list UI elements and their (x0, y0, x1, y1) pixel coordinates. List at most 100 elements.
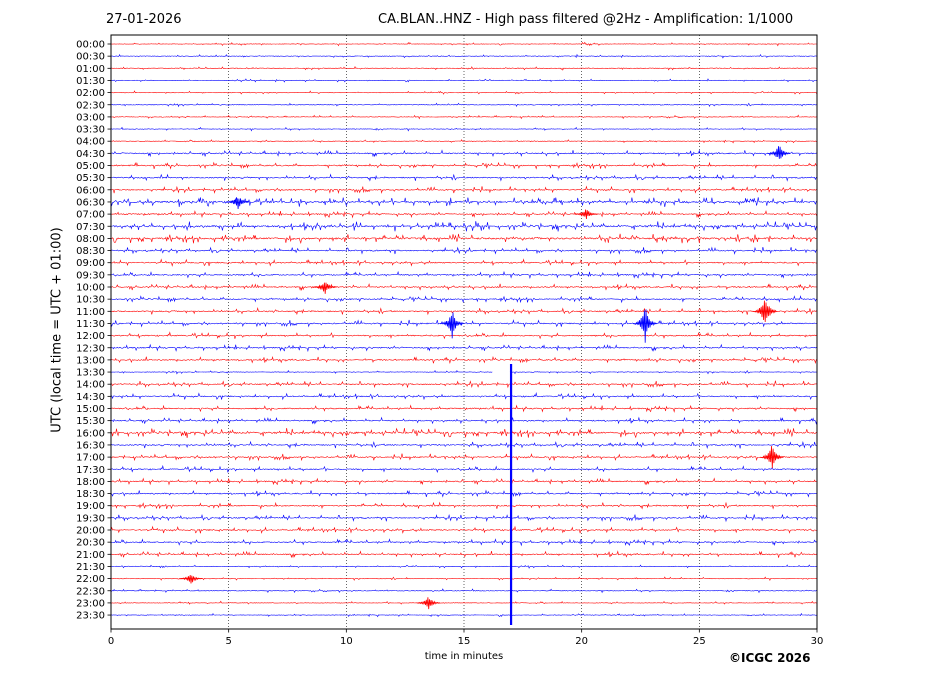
trace-0900 (110, 258, 818, 267)
trace-0130 (110, 78, 817, 83)
event-burst (574, 209, 598, 220)
y-tick-label: 12:00 (76, 331, 105, 342)
trace-1430 (110, 392, 818, 401)
trace-1600 (110, 427, 818, 439)
trace-2230 (110, 588, 818, 594)
y-tick-label: 08:00 (76, 234, 105, 245)
trace-0100 (110, 65, 818, 71)
trace-0630 (110, 197, 818, 208)
y-tick-label: 04:00 (76, 137, 105, 148)
trace-1130 (110, 319, 818, 328)
y-tick-label: 04:30 (76, 149, 105, 160)
trace-2200 (110, 576, 818, 582)
y-tick-label: 00:30 (76, 52, 105, 63)
trace-0400 (111, 139, 818, 144)
y-tick-label: 23:30 (76, 611, 105, 622)
y-tick-label: 23:00 (76, 598, 105, 609)
trace-0730 (110, 221, 818, 232)
event-burst (633, 309, 657, 343)
trace-2300 (110, 600, 818, 605)
y-tick-label: 22:30 (76, 586, 105, 597)
y-tick-label: 13:00 (76, 355, 105, 366)
y-tick-label: 05:30 (76, 173, 105, 184)
y-tick-label: 08:30 (76, 246, 105, 257)
y-tick-label: 00:00 (76, 40, 105, 51)
trace-0600 (111, 185, 818, 194)
event-burst (416, 597, 441, 610)
y-tick-label: 14:00 (76, 380, 105, 391)
trace-0930 (110, 270, 817, 280)
trace-0800 (110, 233, 818, 244)
trace-0330 (110, 126, 817, 132)
trace-2030 (110, 538, 818, 547)
event-burst (178, 574, 203, 584)
trace-0300 (110, 114, 817, 120)
trace-1830 (110, 489, 818, 498)
event-burst (440, 312, 464, 339)
trace-2130 (110, 564, 817, 569)
trace-0830 (110, 246, 818, 255)
x-tick-label: 5 (225, 636, 231, 647)
event-burst (753, 300, 777, 323)
trace-1930 (110, 513, 818, 523)
trace-0230 (110, 102, 818, 108)
y-tick-label: 01:30 (76, 76, 105, 87)
y-tick-label: 07:30 (76, 222, 105, 233)
trace-0030 (110, 53, 818, 59)
y-tick-label: 19:00 (76, 501, 105, 512)
y-tick-label: 14:30 (76, 392, 105, 403)
y-tick-label: 13:30 (76, 368, 105, 379)
trace-1900 (110, 501, 818, 510)
y-tick-label: 09:00 (76, 258, 105, 269)
y-tick-label: 01:00 (76, 64, 105, 75)
y-tick-label: 17:30 (76, 465, 105, 476)
trace-1400 (110, 380, 818, 389)
trace-0000 (110, 41, 818, 47)
trace-1630 (110, 440, 818, 449)
y-tick-label: 21:00 (76, 550, 105, 561)
event-burst (313, 282, 337, 294)
y-tick-label: 15:30 (76, 416, 105, 427)
y-tick-label: 09:30 (76, 270, 105, 281)
trace-0430 (110, 149, 818, 158)
grid-layer (228, 35, 700, 629)
trace-1030 (110, 295, 818, 304)
date-label: 27-01-2026 (106, 12, 182, 27)
x-axis-label: time in minutes (424, 651, 504, 662)
trace-1530 (110, 416, 818, 425)
trace-0530 (110, 173, 818, 182)
y-tick-label: 06:30 (76, 197, 105, 208)
y-tick-label: 21:30 (76, 562, 105, 573)
trace-1500 (110, 404, 818, 413)
trace-2330 (110, 612, 818, 618)
event-burst (226, 198, 250, 210)
y-tick-label: 15:00 (76, 404, 105, 415)
y-tick-label: 02:00 (76, 88, 105, 99)
y-tick-label: 22:00 (76, 574, 105, 585)
chart-title: CA.BLAN..HNZ - High pass filtered @2Hz -… (378, 12, 794, 27)
y-tick-label: 07:00 (76, 210, 105, 221)
y-tick-label: 19:30 (76, 513, 105, 524)
y-tick-label: 18:00 (76, 477, 105, 488)
trace-layer (110, 41, 818, 625)
y-tick-label: 06:00 (76, 185, 105, 196)
x-tick-label: 30 (811, 636, 824, 647)
y-tick-label: 20:00 (76, 526, 105, 537)
trace-1800 (110, 477, 817, 486)
y-tick-label: 02:30 (76, 100, 105, 111)
trace-0200 (111, 90, 818, 95)
trace-1730 (110, 464, 818, 473)
trace-1300 (110, 355, 818, 365)
y-tick-label: 03:00 (76, 112, 105, 123)
x-tick-label: 20 (575, 636, 588, 647)
y-tick-label: 11:00 (76, 307, 105, 318)
y-tick-label: 16:00 (76, 428, 105, 439)
trace-1700 (110, 453, 818, 462)
y-tick-label: 16:30 (76, 440, 105, 451)
y-tick-label: 05:00 (76, 161, 105, 172)
y-tick-label: 11:30 (76, 319, 105, 330)
x-tick-label: 0 (108, 636, 114, 647)
x-tick-label: 25 (693, 636, 706, 647)
